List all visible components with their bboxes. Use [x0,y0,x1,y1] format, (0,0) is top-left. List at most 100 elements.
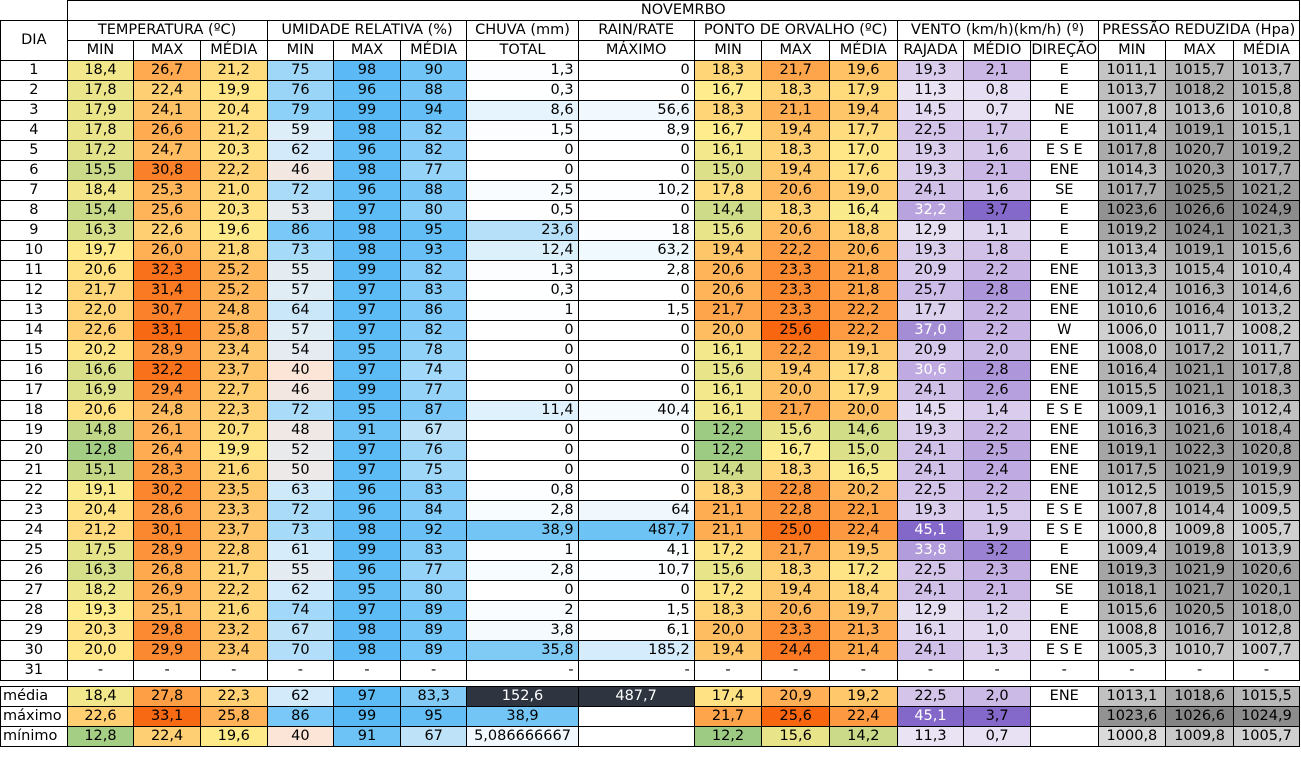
cell-pressao-min: 1023,6 [1097,706,1167,727]
cell-umid-min: 79 [266,100,335,121]
cell-dia: 19 [0,420,68,441]
cell-temp-min: 18,2 [66,580,135,601]
cell-temp-min: 16,3 [66,560,135,581]
cell-pressao-min: 1012,5 [1097,480,1167,501]
cell-dia: 28 [0,600,68,621]
cell-chuva-total: 0 [466,360,579,381]
cell-pressao-media: 1019,9 [1232,460,1301,481]
cell-orvalho-min: 20,6 [693,280,763,301]
cell-temp-media: 23,3 [199,500,268,521]
table-row: 25 17,5 28,9 22,8 61 99 83 1 4,1 17,2 21,7 19,5 33,8… [0,540,1301,561]
cell-temp-min: 18,4 [66,60,135,81]
cell-rain-maximo: 0 [577,200,695,221]
col-header-vento-medio: MÉDIO [963,40,1031,61]
cell-chuva-total: 2,8 [466,560,579,581]
cell-orvalho-max: 20,9 [761,686,830,707]
cell-temp-max: 30,2 [133,480,201,501]
cell-temp-media: 19,6 [199,726,268,747]
cell-umid-media: 89 [399,620,468,641]
cell-orvalho-max: 16,7 [761,440,830,461]
cell-temp-media: 20,3 [199,200,268,221]
cell-temp-max: 30,7 [133,300,201,321]
cell-umid-media: 95 [399,220,468,241]
cell-orvalho-media: 18,4 [829,580,898,601]
cell-vento-rajada: 12,9 [896,600,965,621]
table-row: 4 17,8 26,6 21,2 59 98 82 1,5 8,9 16,7 19,4 17,7 22,… [0,120,1301,141]
cell-umid-max: 98 [333,620,401,641]
cell-pressao-min: 1013,1 [1097,686,1167,707]
cell-vento-direcao: SE [1029,580,1099,601]
cell-temp-min: - [66,660,135,681]
table-row: 21 15,1 28,3 21,6 50 97 75 0 0 14,4 18,3 16,5 24,1 2,… [0,460,1301,481]
cell-orvalho-min: 15,6 [693,220,763,241]
cell-umid-max: 96 [333,560,401,581]
cell-umid-media: 78 [399,340,468,361]
cell-rain-maximo: 0 [577,460,695,481]
cell-temp-media: 19,6 [199,220,268,241]
cell-orvalho-media: 16,5 [829,460,898,481]
col-header-pressao-media: MÉDIA [1232,40,1301,61]
cell-temp-max: 25,6 [133,200,201,221]
cell-pressao-max: 1022,3 [1165,440,1234,461]
cell-dia: 27 [0,580,68,601]
table-row: 7 18,4 25,3 21,0 72 96 88 2,5 10,2 17,8 20,6 19,0 24… [0,180,1301,201]
cell-umid-max: 91 [333,726,401,747]
cell-umid-min: 62 [266,140,335,161]
cell-umid-max: 96 [333,480,401,501]
cell-temp-min: 20,6 [66,400,135,421]
cell-vento-medio: 2,2 [963,420,1031,441]
table-row: 2 17,8 22,4 19,9 76 96 88 0,3 0 16,7 18,3 17,9 11,3 0… [0,80,1301,101]
cell-pressao-media: 1024,9 [1232,200,1301,221]
cell-umid-media: 75 [399,460,468,481]
table-title: NOVEMRBO [66,0,1301,21]
cell-orvalho-media: 19,6 [829,60,898,81]
cell-pressao-max: 1024,1 [1165,220,1234,241]
cell-temp-min: 15,1 [66,460,135,481]
cell-vento-rajada: 30,6 [896,360,965,381]
cell-orvalho-media: 19,0 [829,180,898,201]
cell-orvalho-max: 19,4 [761,160,830,181]
cell-vento-direcao: ENE [1029,300,1099,321]
cell-vento-direcao: E [1029,220,1099,241]
cell-pressao-max: 1020,5 [1165,600,1234,621]
cell-vento-direcao: - [1029,660,1099,681]
cell-orvalho-media: 20,6 [829,240,898,261]
cell-orvalho-max: 23,3 [761,620,830,641]
cell-orvalho-media: 21,8 [829,280,898,301]
cell-temp-media: 22,2 [199,580,268,601]
cell-vento-medio: 0,7 [963,726,1031,747]
cell-orvalho-media: 17,6 [829,160,898,181]
cell-pressao-media: 1007,7 [1232,640,1301,661]
table-row: 30 20,0 29,9 23,4 70 98 89 35,8 185,2 19,4 24,4 21,… [0,640,1301,661]
cell-pressao-max: 1010,7 [1165,640,1234,661]
cell-temp-min: 17,9 [66,100,135,121]
cell-pressao-min: 1015,5 [1097,380,1167,401]
cell-temp-max: 26,9 [133,580,201,601]
cell-umid-min: 74 [266,600,335,621]
cell-umid-max: 97 [333,280,401,301]
cell-temp-min: 17,8 [66,80,135,101]
cell-temp-max: 30,8 [133,160,201,181]
cell-temp-max: 29,4 [133,380,201,401]
cell-temp-max: 26,8 [133,560,201,581]
cell-vento-medio: 2,6 [963,380,1031,401]
cell-temp-media: 25,2 [199,260,268,281]
cell-umid-min: 72 [266,180,335,201]
cell-vento-rajada: 22,5 [896,686,965,707]
cell-pressao-media: 1024,9 [1232,706,1301,727]
cell-chuva-total: 0 [466,160,579,181]
cell-vento-rajada: 22,5 [896,560,965,581]
cell-temp-max: 22,6 [133,220,201,241]
cell-orvalho-media: 19,7 [829,600,898,621]
cell-pressao-max: 1013,6 [1165,100,1234,121]
cell-pressao-min: 1016,3 [1097,420,1167,441]
cell-dia: 6 [0,160,68,181]
table-row: 23 20,4 28,6 23,3 72 96 84 2,8 64 21,1 22,8 22,1 19,… [0,500,1301,521]
col-header-umid-media: MÉDIA [399,40,468,61]
cell-temp-min: 20,0 [66,640,135,661]
cell-chuva-total: 0 [466,380,579,401]
cell-pressao-min: 1023,6 [1097,200,1167,221]
cell-dia: 26 [0,560,68,581]
cell-orvalho-min: 15,0 [693,160,763,181]
cell-orvalho-min: 17,8 [693,180,763,201]
